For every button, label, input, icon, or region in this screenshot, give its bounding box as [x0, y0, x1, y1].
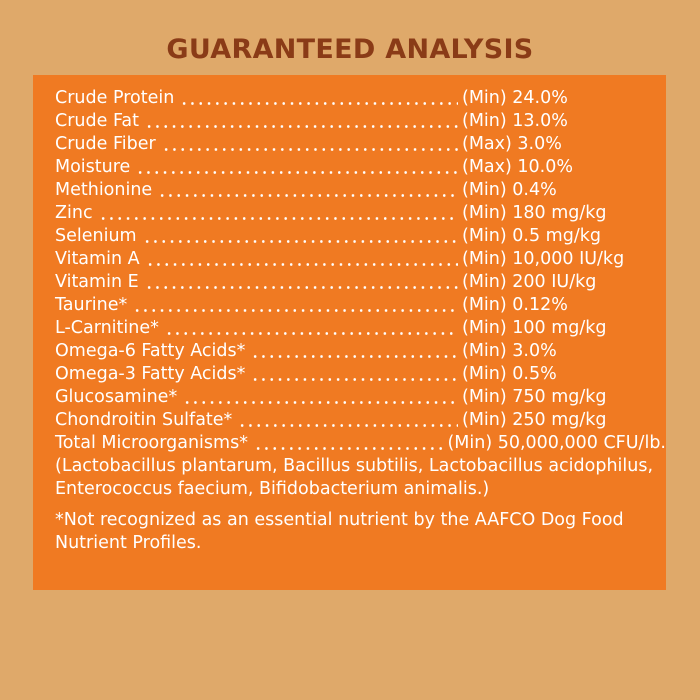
nutrient-name: Crude Fat — [55, 111, 139, 131]
dot-leader — [180, 101, 458, 105]
dot-leader — [251, 354, 458, 358]
dot-leader — [251, 377, 458, 381]
analysis-row: Taurine* (Min) 0.12% — [55, 294, 666, 317]
nutrient-name: Taurine* — [55, 295, 128, 315]
nutrient-value: (Min) 50,000,000 CFU/lb. — [447, 433, 666, 453]
analysis-row: Selenium (Min) 0.5 mg/kg — [55, 225, 666, 248]
analysis-row: Methionine (Min) 0.4% — [55, 179, 666, 202]
nutrient-value: (Min) 0.4% — [462, 180, 557, 200]
nutrient-name: Zinc — [55, 203, 93, 223]
nutrient-value: (Min) 3.0% — [462, 341, 557, 361]
dot-leader — [161, 147, 458, 151]
analysis-row: Moisture (Max) 10.0% — [55, 156, 666, 179]
nutrient-value: (Min) 13.0% — [462, 111, 568, 131]
analysis-list: Crude Protein (Min) 24.0% Crude Fat (Min) 1… — [55, 87, 666, 455]
dot-leader — [136, 170, 458, 174]
analysis-row: L-Carnitine* (Min) 100 mg/kg — [55, 317, 666, 340]
nutrient-name: Total Microorganisms* — [55, 433, 248, 453]
nutrient-value: (Min) 750 mg/kg — [462, 387, 607, 407]
dot-leader — [133, 308, 458, 312]
nutrient-name: Crude Protein — [55, 88, 175, 108]
dot-leader — [238, 423, 458, 427]
analysis-row: Total Microorganisms* (Min) 50,000,000 CF… — [55, 432, 666, 455]
nutrient-value: (Min) 100 mg/kg — [462, 318, 607, 338]
nutrient-value: (Max) 10.0% — [462, 157, 573, 177]
nutrient-value: (Min) 24.0% — [462, 88, 568, 108]
nutrient-name: Omega-6 Fatty Acids* — [55, 341, 246, 361]
dot-leader — [253, 446, 444, 450]
dot-leader — [142, 239, 458, 243]
nutrient-name: L-Carnitine* — [55, 318, 159, 338]
nutrient-name: Moisture — [55, 157, 131, 177]
analysis-row: Crude Fiber (Max) 3.0% — [55, 133, 666, 156]
nutrient-value: (Min) 10,000 IU/kg — [462, 249, 625, 269]
analysis-row: Zinc (Min) 180 mg/kg — [55, 202, 666, 225]
analysis-row: Glucosamine* (Min) 750 mg/kg — [55, 386, 666, 409]
nutrient-value: (Min) 0.5% — [462, 364, 557, 384]
nutrient-value: (Min) 180 mg/kg — [462, 203, 607, 223]
nutrient-name: Omega-3 Fatty Acids* — [55, 364, 246, 384]
nutrient-value: (Min) 200 IU/kg — [462, 272, 597, 292]
nutrient-value: (Min) 0.12% — [462, 295, 568, 315]
nutrient-value: (Min) 250 mg/kg — [462, 410, 607, 430]
analysis-row: Vitamin A (Min) 10,000 IU/kg — [55, 248, 666, 271]
nutrient-value: (Max) 3.0% — [462, 134, 562, 154]
nutrient-value: (Min) 0.5 mg/kg — [462, 226, 601, 246]
footnote: *Not recognized as an essential nutrient… — [55, 510, 624, 553]
dot-leader — [98, 216, 458, 220]
dot-leader — [145, 124, 458, 128]
analysis-row: Vitamin E (Min) 200 IU/kg — [55, 271, 666, 294]
nutrient-name: Glucosamine* — [55, 387, 178, 407]
dot-leader — [164, 331, 458, 335]
note: (Lactobacillus plantarum, Bacillus subti… — [55, 456, 654, 499]
analysis-row: Omega-3 Fatty Acids* (Min) 0.5% — [55, 363, 666, 386]
analysis-panel: Crude Protein (Min) 24.0% Crude Fat (Min) 1… — [33, 75, 666, 590]
analysis-row: Crude Fat (Min) 13.0% — [55, 110, 666, 133]
analysis-row: Chondroitin Sulfate* (Min) 250 mg/kg — [55, 409, 666, 432]
nutrient-name: Chondroitin Sulfate* — [55, 410, 233, 430]
nutrient-name: Selenium — [55, 226, 137, 246]
dot-leader — [183, 400, 458, 404]
analysis-row: Omega-6 Fatty Acids* (Min) 3.0% — [55, 340, 666, 363]
analysis-row: Crude Protein (Min) 24.0% — [55, 87, 666, 110]
nutrient-name: Methionine — [55, 180, 153, 200]
dot-leader — [158, 193, 458, 197]
nutrient-name: Crude Fiber — [55, 134, 156, 154]
nutrient-name: Vitamin A — [55, 249, 140, 269]
title: GUARANTEED ANALYSIS — [166, 34, 534, 65]
dot-leader — [144, 285, 458, 289]
nutrient-name: Vitamin E — [55, 272, 139, 292]
dot-leader — [145, 262, 458, 266]
